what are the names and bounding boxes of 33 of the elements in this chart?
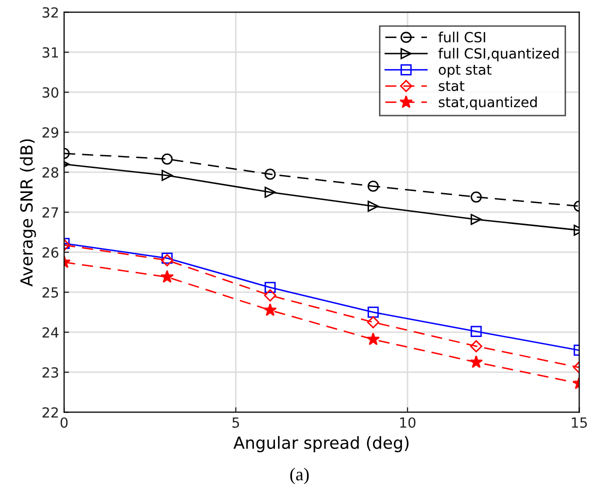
y-tick-label: 26 (42, 247, 58, 258)
legend-label: opt stat (438, 64, 492, 78)
y-tick-label: 30 (42, 87, 58, 98)
x-tick-label: 15 (572, 418, 587, 428)
point (366, 332, 380, 346)
point (368, 180, 379, 192)
legend-label: stat,quantized (438, 96, 537, 110)
legend-label: stat (438, 81, 464, 92)
legend-label: full CSI (438, 32, 486, 42)
legend-label: full CSI,quantized (438, 48, 559, 62)
x-axis-title: Angular spread (deg) (233, 436, 409, 452)
point (264, 168, 276, 180)
point (264, 186, 276, 198)
y-tick-label: 28 (42, 167, 58, 178)
y-tick-label: 32 (42, 7, 58, 18)
point (368, 200, 379, 212)
text: (a) (290, 468, 309, 484)
y-tick-label: 22 (42, 407, 58, 418)
point (264, 282, 276, 293)
y-tick-label: 23 (42, 367, 58, 378)
y-tick-label: 24 (42, 327, 58, 338)
point (368, 306, 379, 318)
y-tick-label: 29 (42, 127, 58, 138)
x-tick-label: 0 (60, 417, 68, 428)
x-tick-label: 5 (232, 418, 240, 428)
y-tick-label: 25 (42, 287, 58, 298)
x-tick-label: 10 (400, 417, 416, 428)
point (264, 289, 276, 302)
y-tick-label: 27 (42, 207, 58, 218)
point (264, 303, 277, 316)
point (367, 316, 380, 328)
y-tick-label: 31 (42, 47, 58, 58)
y-axis-title: Average SNR (dB) (20, 139, 36, 286)
